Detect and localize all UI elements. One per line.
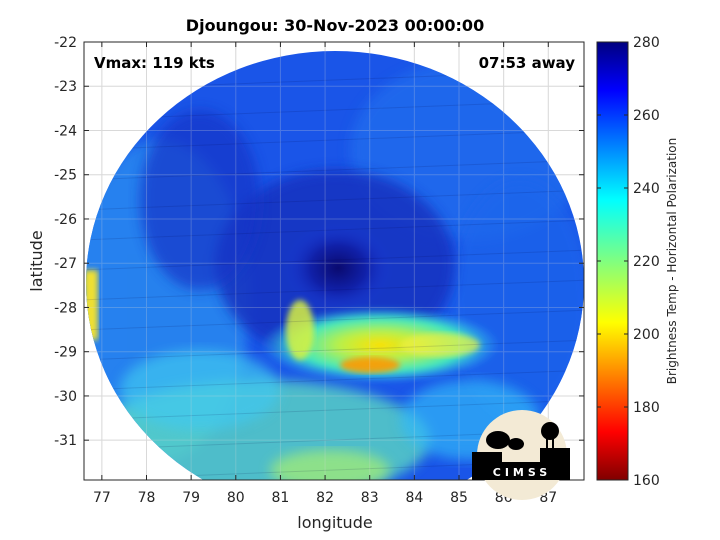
y-tick-label: -25: [54, 168, 77, 184]
time-away-annotation: 07:53 away: [479, 54, 576, 72]
y-axis-label: latitude: [27, 230, 46, 291]
colorbar-ticks: 280 260 240 220 200 180 160: [597, 35, 660, 489]
water-tower-icon: [541, 422, 559, 440]
y-tick-label: -26: [54, 212, 77, 228]
colorbar: [596, 41, 629, 481]
x-tick-label: 81: [272, 490, 290, 506]
colorbar-tick-label: 240: [633, 181, 660, 197]
y-tick-label: -22: [54, 35, 77, 51]
colorbar-tick-label: 180: [633, 400, 660, 416]
chart-title: Djoungou: 30-Nov-2023 00:00:00: [186, 16, 484, 35]
x-tick-label: 79: [182, 490, 200, 506]
x-axis: 77 78 79 80 81 82 83 84 85 86 87: [93, 42, 557, 506]
x-tick-label: 85: [450, 490, 468, 506]
axes-box: [83, 41, 585, 481]
x-tick-label: 77: [93, 490, 111, 506]
colorbar-label: Brightness Temp - Horizontal Polarizatio…: [665, 138, 679, 385]
satellite-dish-icon: [508, 438, 524, 450]
x-tick-label: 84: [405, 490, 423, 506]
x-tick-label: 82: [316, 490, 334, 506]
x-tick-label: 78: [138, 490, 156, 506]
y-axis: -22 -23 -24 -25 -26 -27 -28 -29 -30 -31: [54, 35, 584, 449]
y-tick-label: -31: [54, 433, 77, 449]
x-axis-label: longitude: [297, 513, 372, 532]
colorbar-tick-label: 260: [633, 108, 660, 124]
y-tick-label: -27: [54, 256, 77, 272]
x-tick-label: 83: [361, 490, 379, 506]
colorbar-tick-label: 160: [633, 473, 660, 489]
y-tick-label: -30: [54, 389, 77, 405]
logo-label: CIMSS: [493, 466, 551, 479]
y-tick-label: -28: [54, 300, 77, 316]
colorbar-tick-label: 280: [633, 35, 660, 51]
satellite-dish-icon: [486, 431, 510, 449]
y-tick-label: -24: [54, 123, 77, 139]
cimss-logo: CIMSS: [472, 410, 570, 500]
colorbar-tick-label: 220: [633, 254, 660, 270]
vmax-annotation: Vmax: 119 kts: [94, 54, 215, 72]
y-tick-label: -29: [54, 345, 77, 361]
y-tick-label: -23: [54, 79, 77, 95]
x-tick-label: 80: [227, 490, 245, 506]
colorbar-tick-label: 200: [633, 327, 660, 343]
